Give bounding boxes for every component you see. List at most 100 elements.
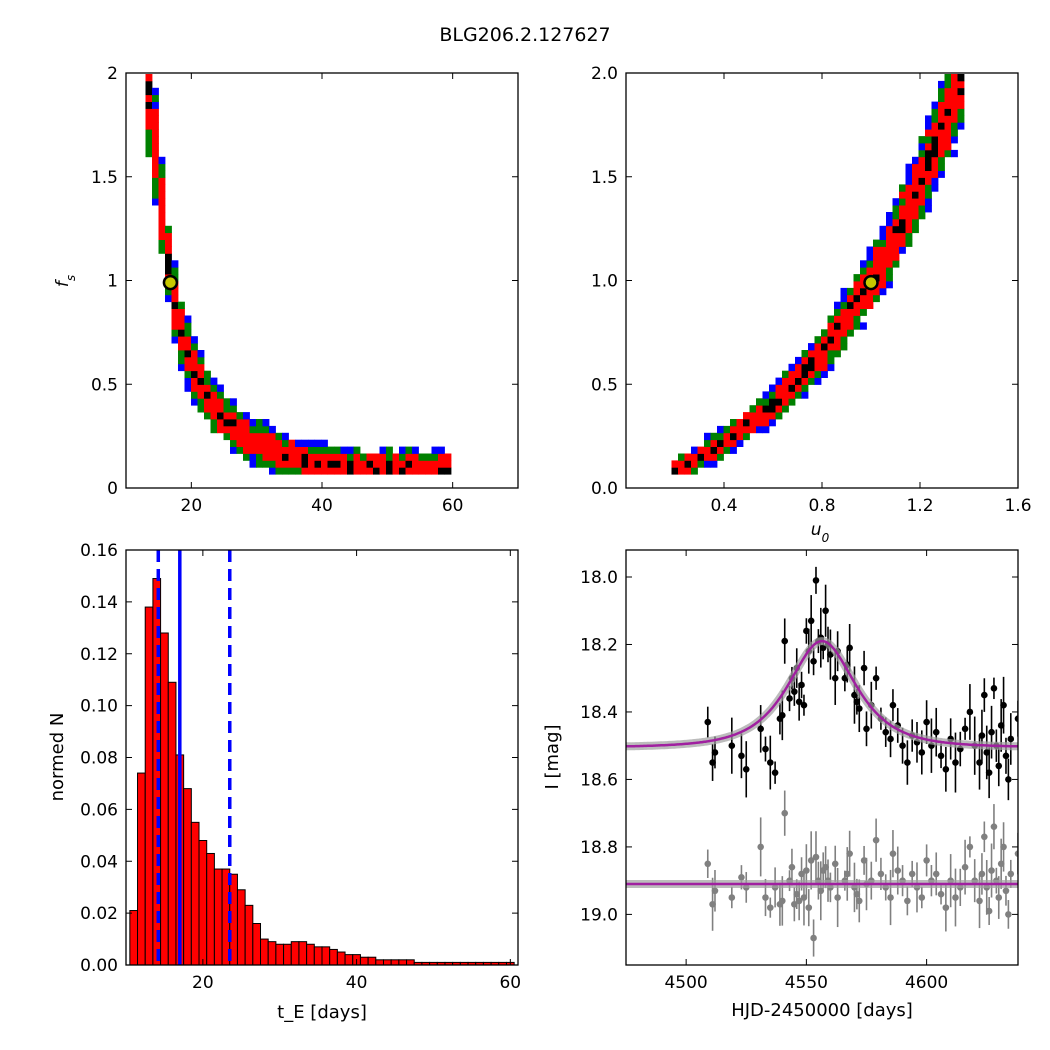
confidence-cell <box>879 246 887 254</box>
confidence-cell <box>684 460 692 468</box>
confidence-cell <box>938 156 945 165</box>
confidence-cell <box>373 460 380 468</box>
confidence-cell <box>223 432 231 441</box>
confidence-cell <box>762 412 770 420</box>
data-point <box>791 688 798 696</box>
confidence-cell <box>938 136 945 144</box>
confidence-cell <box>210 419 218 427</box>
confidence-cell <box>334 453 341 461</box>
confidence-cell <box>399 467 406 475</box>
confidence-cell <box>905 177 913 185</box>
confidence-cell <box>158 184 166 192</box>
histogram-bar <box>206 852 215 966</box>
histogram-bar <box>329 948 338 966</box>
confidence-cell <box>197 350 205 358</box>
confidence-cell <box>191 377 198 385</box>
confidence-cell <box>879 253 887 261</box>
confidence-cell <box>210 405 218 413</box>
confidence-cell <box>171 329 179 337</box>
histogram-bar <box>252 923 262 966</box>
data-point <box>855 705 863 712</box>
data-point <box>846 644 853 652</box>
confidence-cell <box>827 322 835 330</box>
data-point <box>819 644 827 652</box>
confidence-cell <box>899 239 906 247</box>
confidence-cell <box>405 460 413 468</box>
confidence-cell <box>827 329 835 337</box>
data-point <box>1002 752 1010 760</box>
confidence-cell <box>288 467 296 475</box>
x-tick-label: 4550 <box>785 973 828 993</box>
confidence-cell <box>788 391 796 399</box>
confidence-cell <box>210 398 218 406</box>
confidence-cell <box>886 218 893 227</box>
confidence-cell <box>353 460 361 468</box>
confidence-cell <box>184 336 192 344</box>
confidence-cell <box>879 225 887 234</box>
y-tick-label: 0.14 <box>80 593 118 613</box>
confidence-cell <box>905 191 913 199</box>
data-point <box>728 742 736 749</box>
confidence-cell <box>886 260 893 268</box>
confidence-cell <box>762 398 770 406</box>
confidence-cell <box>892 205 900 213</box>
confidence-cell <box>912 170 919 178</box>
confidence-cell <box>269 432 276 441</box>
confidence-cell <box>925 163 932 171</box>
confidence-cell <box>301 467 309 475</box>
data-point <box>795 897 803 905</box>
confidence-cell <box>327 446 335 454</box>
confidence-cell <box>873 260 880 268</box>
confidence-cell <box>788 384 796 392</box>
data-point <box>798 681 805 689</box>
confidence-cell <box>282 432 289 441</box>
confidence-cell <box>769 384 776 392</box>
confidence-cell <box>834 343 841 351</box>
data-point <box>786 695 793 702</box>
confidence-cell <box>821 356 828 365</box>
x-axis-label: u0 <box>811 520 830 545</box>
confidence-cell <box>249 432 257 441</box>
confidence-cell <box>184 343 192 351</box>
confidence-cell <box>931 156 939 165</box>
confidence-cell <box>860 322 867 330</box>
confidence-cell <box>171 308 179 316</box>
y-tick-label: 2.0 <box>591 64 618 84</box>
confidence-cell <box>223 405 231 413</box>
confidence-cell <box>834 322 841 330</box>
confidence-cell <box>866 246 874 254</box>
confidence-cell <box>321 439 328 447</box>
histogram-bar <box>275 943 285 966</box>
histogram-bar <box>321 946 331 966</box>
confidence-cell <box>249 439 257 447</box>
confidence-cell <box>210 391 218 399</box>
confidence-cell <box>405 453 413 461</box>
histogram-bar <box>198 840 208 966</box>
data-point <box>899 742 906 749</box>
data-point <box>981 691 988 699</box>
confidence-cell <box>951 87 958 96</box>
axes-frame <box>125 72 519 489</box>
histogram-bar <box>336 951 346 966</box>
confidence-cell <box>769 398 776 406</box>
confidence-cell <box>366 467 374 475</box>
confidence-cell <box>379 453 387 461</box>
confidence-cell <box>321 460 328 468</box>
data-point <box>988 728 995 736</box>
confidence-cell <box>684 453 692 461</box>
y-tick-label: 0.04 <box>80 852 118 872</box>
confidence-cell <box>918 212 926 220</box>
y-tick-label: 0.5 <box>91 375 118 395</box>
confidence-cell <box>262 446 270 454</box>
confidence-cell <box>321 446 328 454</box>
confidence-cell <box>691 467 698 475</box>
confidence-cell <box>918 136 926 144</box>
data-point <box>860 664 868 672</box>
confidence-cell <box>256 432 263 441</box>
confidence-cell <box>438 453 445 461</box>
confidence-cell <box>217 384 224 392</box>
confidence-cell <box>840 287 848 296</box>
confidence-cell <box>275 432 283 441</box>
data-point <box>807 617 815 625</box>
